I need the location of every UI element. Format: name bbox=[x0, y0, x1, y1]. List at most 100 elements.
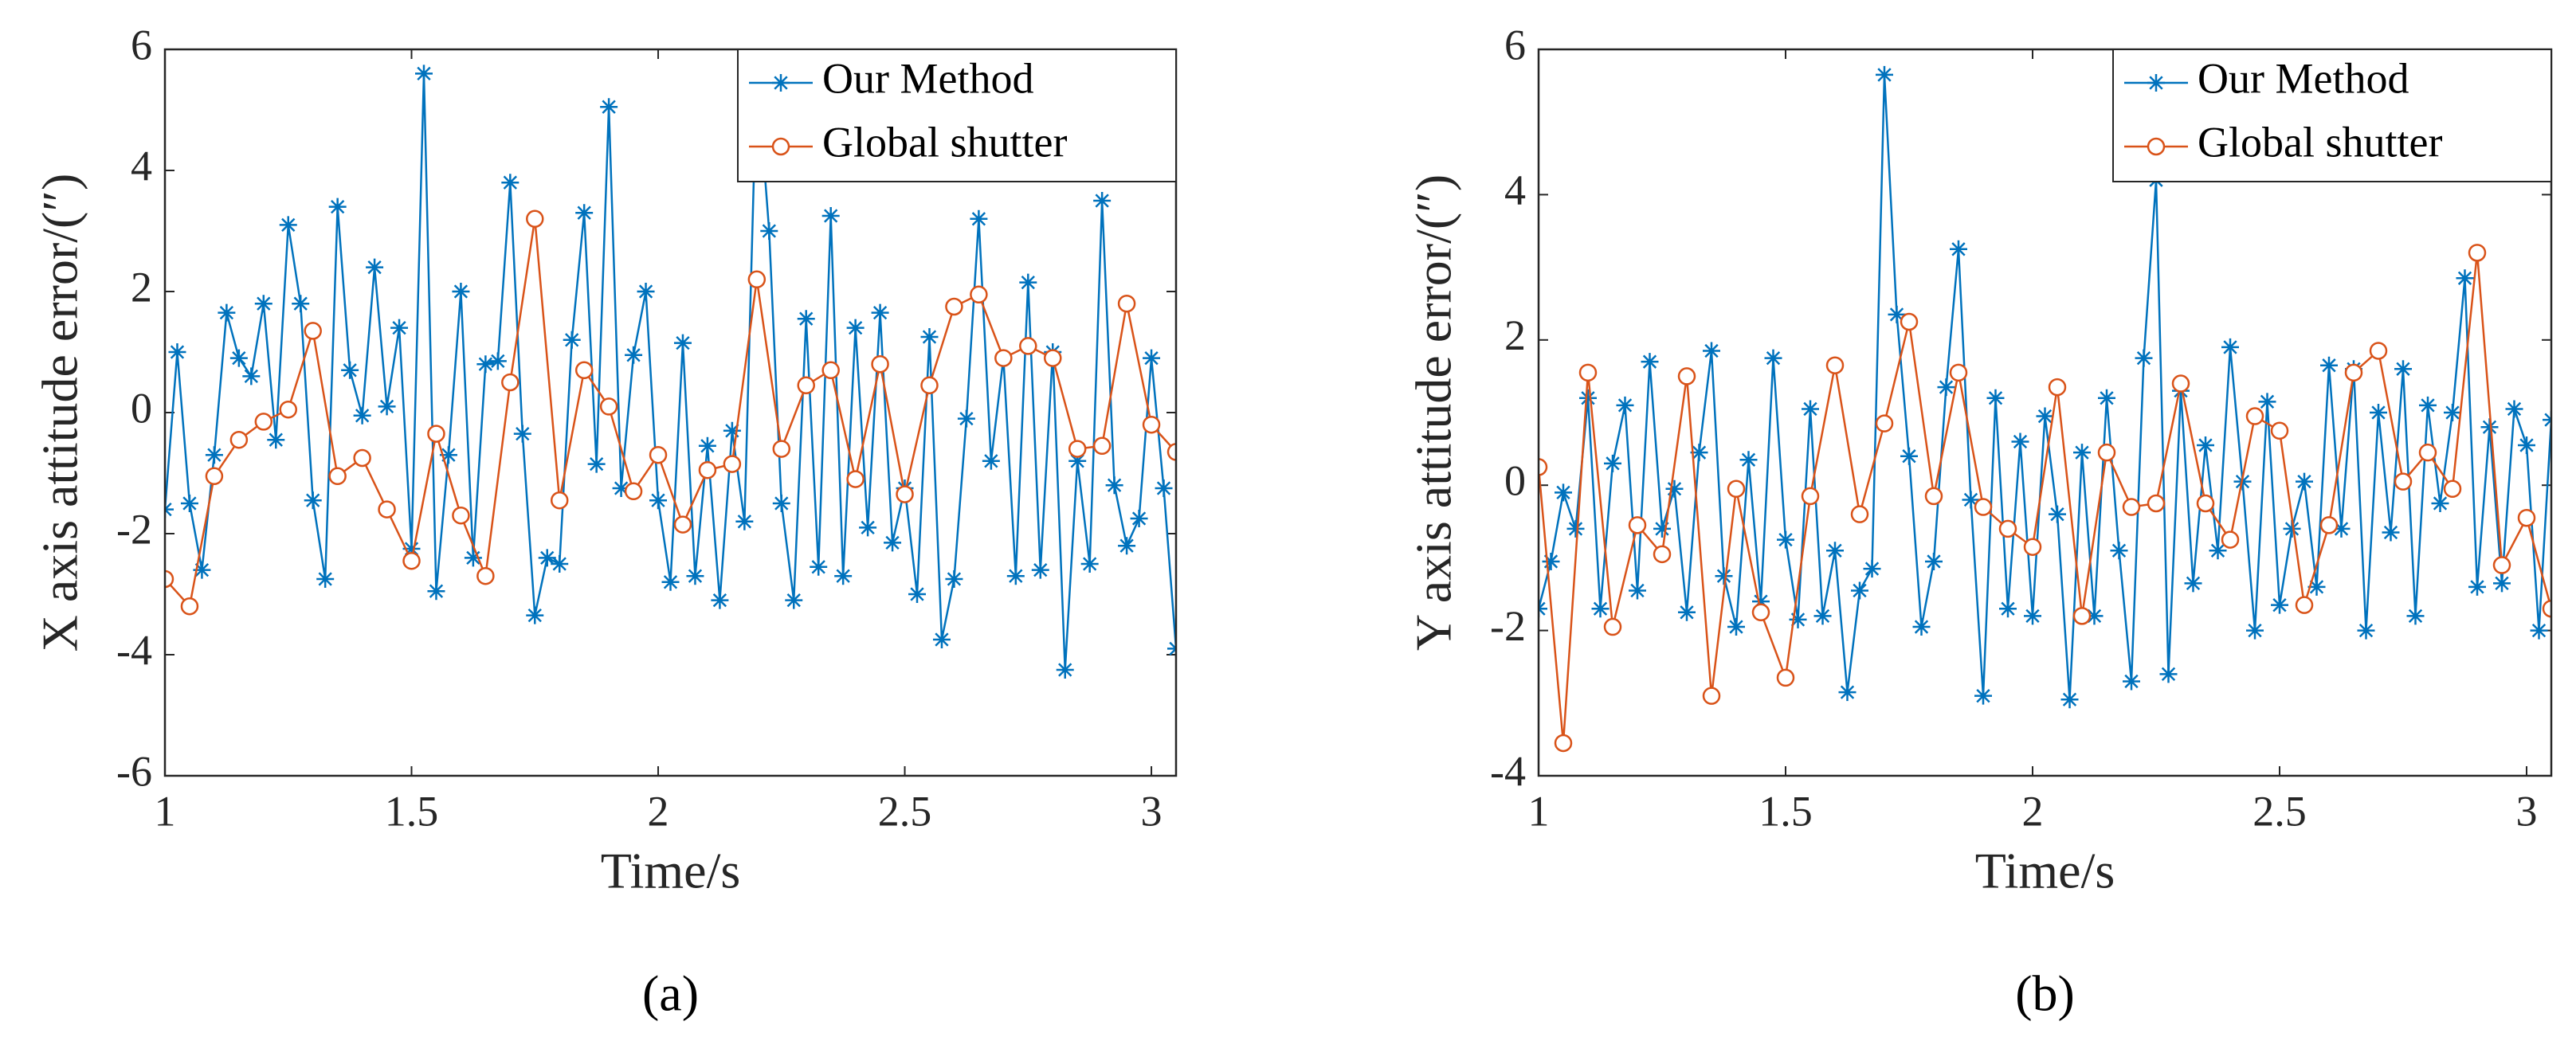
marker bbox=[427, 425, 445, 443]
marker bbox=[2159, 665, 2178, 683]
y-tick-label: 2 bbox=[131, 263, 152, 311]
marker bbox=[205, 446, 223, 464]
marker bbox=[1143, 349, 1161, 367]
marker bbox=[218, 303, 236, 322]
marker bbox=[2307, 577, 2326, 596]
marker bbox=[2072, 607, 2092, 625]
marker bbox=[846, 470, 865, 488]
marker bbox=[551, 555, 569, 573]
marker bbox=[772, 495, 790, 512]
marker bbox=[2394, 360, 2412, 378]
marker bbox=[723, 455, 742, 473]
marker bbox=[2295, 596, 2314, 614]
marker bbox=[2048, 378, 2067, 397]
marker bbox=[452, 506, 470, 525]
y-tick-label: 4 bbox=[131, 142, 152, 190]
marker bbox=[538, 549, 556, 567]
series-line bbox=[1539, 252, 2551, 744]
y-tick-label: -2 bbox=[1490, 602, 1526, 650]
marker bbox=[2357, 621, 2375, 640]
marker bbox=[637, 283, 655, 300]
marker bbox=[2221, 338, 2239, 356]
marker bbox=[821, 207, 840, 225]
marker bbox=[1166, 443, 1176, 461]
marker bbox=[1641, 353, 1659, 371]
marker bbox=[932, 631, 951, 648]
marker bbox=[414, 65, 433, 83]
marker bbox=[686, 567, 704, 585]
x-tick-label: 1.5 bbox=[385, 787, 439, 835]
marker bbox=[1653, 545, 1672, 564]
marker bbox=[2221, 530, 2240, 549]
marker bbox=[1826, 542, 1844, 560]
x-tick-label: 3 bbox=[1141, 787, 1163, 835]
marker bbox=[2444, 404, 2461, 421]
marker bbox=[1604, 454, 1621, 472]
marker bbox=[1924, 487, 1943, 506]
marker bbox=[957, 409, 975, 428]
y-tick-label: -6 bbox=[116, 747, 152, 795]
marker bbox=[526, 209, 544, 229]
marker bbox=[1117, 294, 1136, 313]
marker bbox=[871, 303, 889, 322]
marker bbox=[1019, 337, 1037, 355]
marker bbox=[1850, 505, 1869, 523]
marker bbox=[1777, 530, 1794, 549]
marker bbox=[1056, 661, 1074, 679]
marker bbox=[2283, 519, 2301, 538]
marker bbox=[772, 440, 791, 458]
marker bbox=[2258, 393, 2276, 411]
legend-marker bbox=[772, 74, 790, 92]
marker bbox=[1802, 400, 1819, 418]
x-tick-label: 1 bbox=[1528, 787, 1550, 835]
x-tick-label: 2.5 bbox=[2253, 787, 2307, 835]
marker bbox=[316, 570, 335, 588]
marker bbox=[1130, 510, 1148, 527]
marker bbox=[1653, 519, 1671, 538]
marker bbox=[1974, 687, 1992, 705]
marker bbox=[1801, 487, 1820, 506]
marker bbox=[1776, 668, 1795, 687]
legend-box bbox=[737, 49, 1177, 182]
marker bbox=[896, 485, 914, 503]
marker bbox=[1715, 567, 1733, 585]
y-tick-label: 6 bbox=[1504, 21, 1526, 68]
marker bbox=[353, 448, 371, 468]
marker bbox=[1727, 479, 1746, 499]
marker bbox=[2517, 508, 2536, 527]
legend-box bbox=[2112, 49, 2552, 182]
marker bbox=[587, 455, 606, 473]
caption: (a) bbox=[642, 965, 699, 1022]
marker bbox=[945, 297, 963, 316]
y-tick-label: 4 bbox=[1504, 166, 1526, 214]
marker bbox=[2505, 400, 2523, 418]
marker bbox=[797, 376, 815, 395]
marker bbox=[1043, 349, 1062, 367]
y-tick-label: 0 bbox=[1504, 457, 1526, 505]
marker bbox=[476, 355, 495, 374]
marker bbox=[501, 373, 520, 392]
marker bbox=[1603, 617, 1622, 636]
marker bbox=[1925, 552, 1943, 570]
marker bbox=[304, 322, 322, 340]
legend-marker bbox=[2147, 74, 2165, 92]
marker bbox=[735, 512, 754, 530]
legend-marker bbox=[771, 137, 790, 156]
marker bbox=[599, 397, 618, 416]
marker bbox=[1555, 483, 1572, 502]
marker bbox=[920, 328, 939, 346]
marker bbox=[427, 582, 445, 601]
marker bbox=[1962, 491, 1980, 509]
marker bbox=[2085, 607, 2104, 625]
marker bbox=[1542, 552, 1560, 570]
marker bbox=[1727, 618, 1745, 636]
marker bbox=[2049, 505, 2066, 523]
marker bbox=[2184, 574, 2202, 593]
marker bbox=[2011, 432, 2029, 451]
marker bbox=[1554, 734, 1573, 753]
x-tick-label: 3 bbox=[2516, 787, 2538, 835]
marker bbox=[1900, 312, 1919, 331]
marker bbox=[341, 361, 359, 379]
marker bbox=[2443, 479, 2462, 499]
marker bbox=[464, 549, 482, 567]
